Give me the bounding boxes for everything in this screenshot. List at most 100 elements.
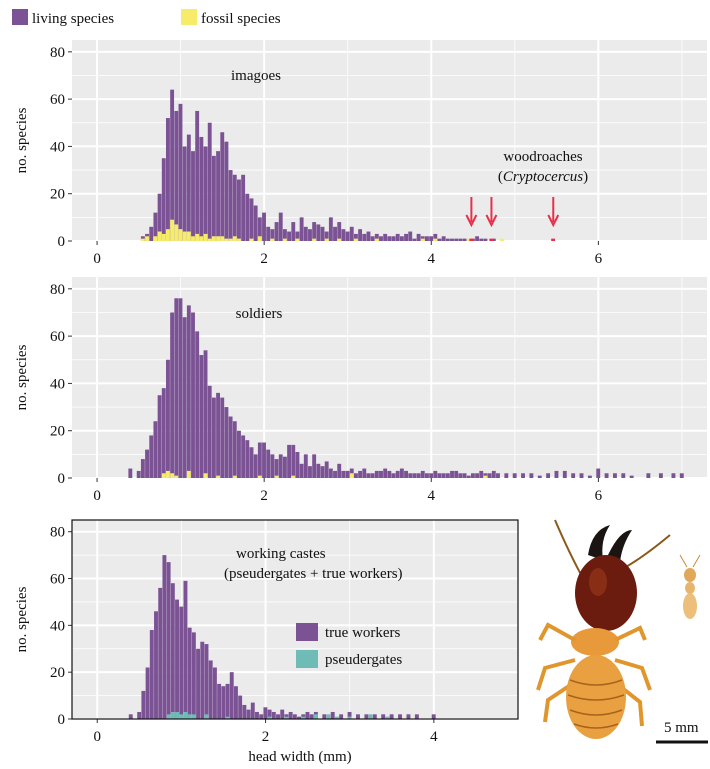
bar-living-species <box>438 473 442 478</box>
y-tick-label: 80 <box>50 525 65 541</box>
bar-living-species <box>412 239 416 241</box>
bar-living-species <box>341 471 345 478</box>
bar-living-species <box>396 234 400 241</box>
bar-living-species <box>212 156 216 241</box>
bar-living-species <box>358 229 362 241</box>
bar-fossil-species <box>153 236 157 241</box>
y-tick-label: 40 <box>50 618 65 634</box>
imagoes-panel-label: imagoes <box>231 68 281 84</box>
head-highlight <box>589 568 607 596</box>
bar-living-species <box>463 473 467 478</box>
bar-living-species <box>454 471 458 478</box>
bar-living-species <box>245 194 249 241</box>
bar-living-species <box>392 473 396 478</box>
legend-label-living: living species <box>32 11 114 27</box>
bar-true-workers <box>322 714 326 719</box>
bar-true-workers <box>158 588 162 719</box>
bar-living-species <box>630 476 634 478</box>
bar-living-species <box>387 471 391 478</box>
bar-living-species <box>128 469 132 478</box>
bar-living-species <box>412 473 416 478</box>
bar-fossil-species <box>421 239 425 241</box>
bar-living-species <box>475 473 479 478</box>
bar-fossil-species <box>174 224 178 241</box>
bar-true-workers <box>175 600 179 719</box>
bar-living-species <box>204 350 208 478</box>
bar-living-species <box>220 398 224 478</box>
bar-living-species <box>513 473 517 478</box>
bar-living-species <box>166 118 170 241</box>
bar-living-species <box>596 469 600 478</box>
bar-living-species <box>321 466 325 478</box>
bar-true-workers <box>179 607 183 719</box>
bar-fossil-species <box>208 239 212 241</box>
bar-living-species <box>229 170 233 241</box>
bar-fossil-species <box>275 476 279 478</box>
bar-true-workers <box>162 555 166 719</box>
y-tick-label: 60 <box>50 329 65 345</box>
bar-living-species <box>337 464 341 478</box>
soldiers-ylabel: no. species <box>14 344 30 410</box>
bar-living-species <box>417 473 421 478</box>
bar-living-species <box>555 471 559 478</box>
bar-fossil-species <box>166 229 170 241</box>
bar-living-species <box>262 213 266 241</box>
bar-living-species <box>308 466 312 478</box>
bar-living-species <box>216 151 220 241</box>
bar-living-species <box>383 469 387 478</box>
bar-living-species <box>404 234 408 241</box>
y-tick-label: 40 <box>50 139 65 155</box>
bar-true-workers <box>306 712 310 719</box>
legend-label-pseudergates: pseudergates <box>325 652 402 668</box>
bar-pseudergates <box>192 714 196 719</box>
bar-living-species <box>613 473 617 478</box>
bar-living-species <box>199 355 203 478</box>
bar-living-species <box>425 236 429 241</box>
bar-living-species <box>287 232 291 241</box>
bar-living-species <box>241 175 245 241</box>
bar-true-workers <box>280 710 284 719</box>
bar-true-workers <box>390 714 394 719</box>
bar-true-workers <box>167 562 171 719</box>
bar-living-species <box>458 473 462 478</box>
bar-living-species <box>191 151 195 241</box>
legend-swatch-pseudergates <box>296 650 318 668</box>
y-tick-label: 80 <box>50 45 65 61</box>
bar-fossil-species <box>204 473 208 478</box>
bar-living-species <box>450 239 454 241</box>
scale-bar-label: 5 mm <box>664 720 699 736</box>
bar-true-workers <box>251 703 255 719</box>
bar-pseudergates <box>175 712 179 719</box>
cryptocercus-close-paren: ) <box>583 169 588 185</box>
bar-true-workers <box>381 714 385 719</box>
bar-true-workers <box>356 714 360 719</box>
bar-living-species <box>308 229 312 241</box>
bar-true-workers <box>242 705 246 719</box>
bar-true-workers <box>247 710 251 719</box>
bar-living-species <box>166 360 170 478</box>
bar-living-species <box>170 312 174 478</box>
bar-living-species <box>379 236 383 241</box>
bar-living-species <box>571 473 575 478</box>
species-legend: living species fossil species <box>12 9 281 27</box>
bar-living-species <box>279 213 283 241</box>
bar-living-species <box>149 227 153 241</box>
bar-fossil-species <box>350 473 354 478</box>
bar-living-species <box>475 236 479 241</box>
soldiers-panel-label: soldiers <box>236 306 283 322</box>
bar-true-workers <box>188 628 192 719</box>
bar-fossil-species <box>500 239 504 241</box>
bar-living-species <box>291 445 295 478</box>
x-axis-label: head width (mm) <box>248 749 351 765</box>
cryptocercus-genus: Cryptocercus <box>503 169 583 185</box>
bar-living-species <box>341 229 345 241</box>
bar-living-species <box>371 473 375 478</box>
bar-living-species <box>392 236 396 241</box>
bar-fossil-species <box>216 236 220 241</box>
x-tick-label: 2 <box>262 729 270 745</box>
bar-living-species <box>346 471 350 478</box>
bar-living-species <box>588 476 592 478</box>
bar-true-workers <box>255 712 259 719</box>
bar-living-species <box>446 473 450 478</box>
bar-fossil-species <box>187 232 191 241</box>
